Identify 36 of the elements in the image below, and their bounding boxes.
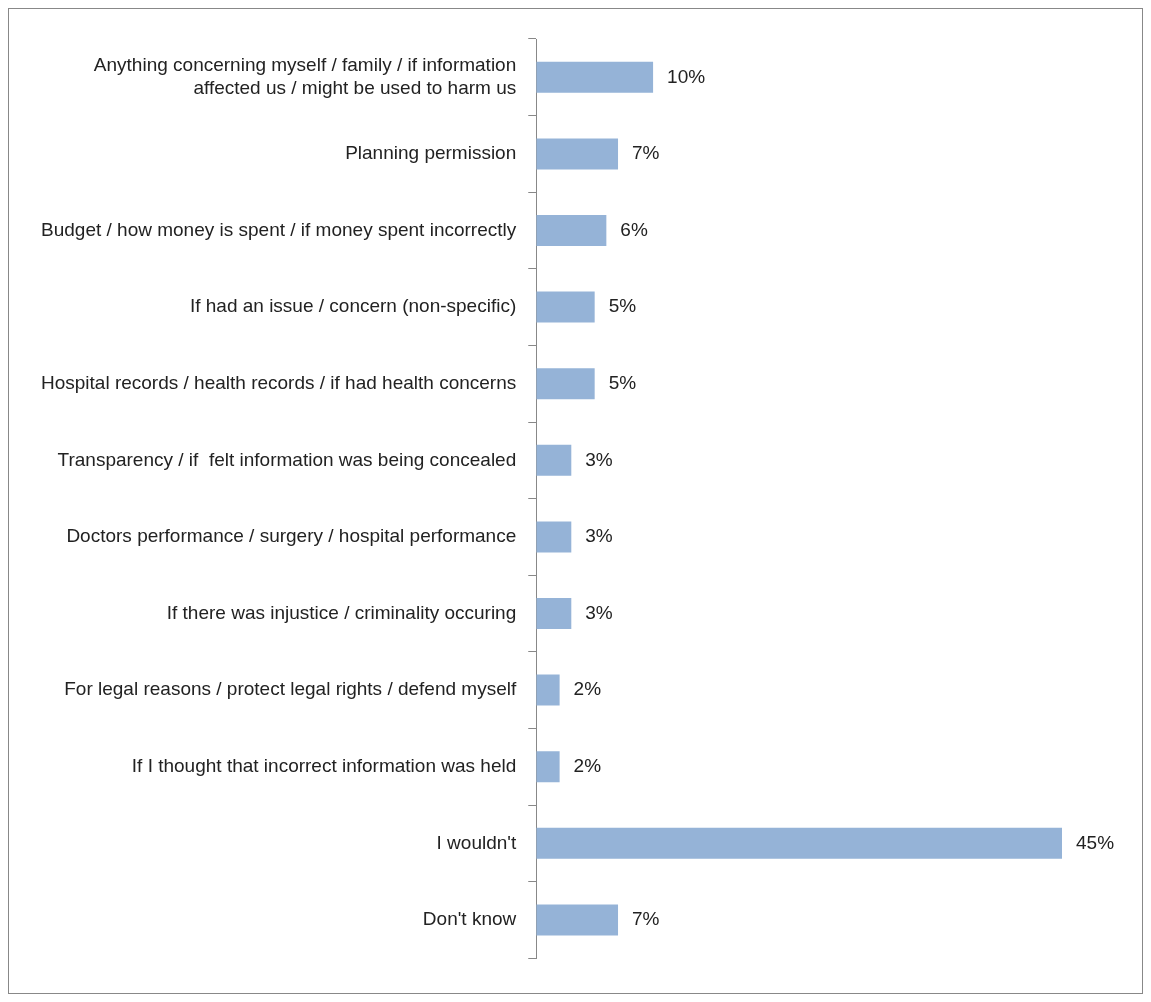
data-label: 3% bbox=[585, 601, 613, 623]
data-label: 7% bbox=[632, 142, 660, 164]
data-label: 45% bbox=[1076, 831, 1115, 853]
bar bbox=[536, 291, 595, 323]
data-label: 7% bbox=[632, 908, 660, 930]
y-tick-label: If I thought that incorrect information was held bbox=[131, 754, 517, 776]
y-tick-label: Doctors performance / surgery / hospital performance bbox=[66, 525, 517, 547]
y-tick-label: For legal reasons / protect legal rights / defend myself bbox=[64, 678, 517, 700]
y-tick-label: Anything concerning myself / family / if information affected us / might be used to harm us bbox=[93, 54, 517, 98]
bar bbox=[536, 214, 607, 247]
data-label: 5% bbox=[608, 371, 637, 393]
bar bbox=[536, 521, 572, 553]
data-label: 3% bbox=[585, 525, 613, 547]
bar bbox=[536, 904, 619, 936]
bar bbox=[536, 368, 595, 400]
y-tick-label: Transparency / if felt information was being concealed bbox=[57, 448, 517, 470]
bar bbox=[536, 674, 560, 706]
bar bbox=[536, 138, 619, 170]
bar bbox=[536, 444, 572, 476]
y-tick-label: Don't know bbox=[422, 908, 517, 930]
y-tick-label: If had an issue / concern (non-specific) bbox=[189, 295, 517, 317]
bar bbox=[536, 827, 1062, 859]
data-label: 10% bbox=[667, 65, 706, 87]
data-label: 3% bbox=[585, 448, 613, 470]
data-label: 2% bbox=[573, 678, 602, 700]
data-label: 6% bbox=[620, 218, 648, 240]
y-tick-label: If there was injustice / criminality occuring bbox=[166, 601, 517, 623]
y-tick-label: Planning permission bbox=[345, 142, 517, 164]
bar bbox=[536, 61, 654, 93]
data-label: 2% bbox=[573, 754, 602, 776]
y-tick-label: Budget / how money is spent / if money spent incorrectly bbox=[41, 218, 517, 240]
data-label: 5% bbox=[608, 295, 637, 317]
y-tick-label: I wouldn't bbox=[436, 831, 517, 853]
y-tick-label: Hospital records / health records / if had health concerns bbox=[40, 371, 517, 393]
bar bbox=[536, 597, 572, 630]
bar bbox=[536, 751, 560, 783]
